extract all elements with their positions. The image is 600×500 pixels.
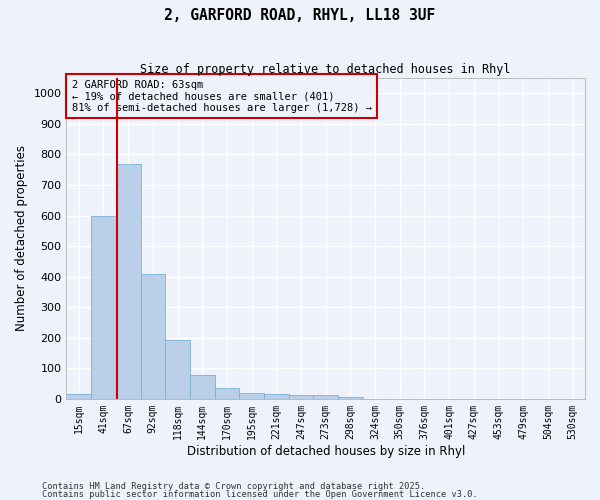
Text: 2 GARFORD ROAD: 63sqm
← 19% of detached houses are smaller (401)
81% of semi-det: 2 GARFORD ROAD: 63sqm ← 19% of detached …: [71, 80, 371, 113]
Bar: [165, 340, 190, 399]
Bar: [67, 394, 91, 399]
Text: 2, GARFORD ROAD, RHYL, LL18 3UF: 2, GARFORD ROAD, RHYL, LL18 3UF: [164, 8, 436, 22]
X-axis label: Distribution of detached houses by size in Rhyl: Distribution of detached houses by size …: [187, 444, 465, 458]
Text: Contains HM Land Registry data © Crown copyright and database right 2025.: Contains HM Land Registry data © Crown c…: [42, 482, 425, 491]
Title: Size of property relative to detached houses in Rhyl: Size of property relative to detached ho…: [140, 62, 511, 76]
Y-axis label: Number of detached properties: Number of detached properties: [15, 146, 28, 332]
Text: Contains public sector information licensed under the Open Government Licence v3: Contains public sector information licen…: [42, 490, 478, 499]
Bar: [190, 376, 215, 399]
Bar: [264, 394, 289, 399]
Bar: [338, 397, 363, 399]
Bar: [289, 396, 313, 399]
Bar: [140, 274, 165, 399]
Bar: [239, 394, 264, 399]
Bar: [313, 395, 338, 399]
Bar: [215, 388, 239, 399]
Bar: [91, 216, 116, 399]
Bar: [116, 164, 140, 399]
